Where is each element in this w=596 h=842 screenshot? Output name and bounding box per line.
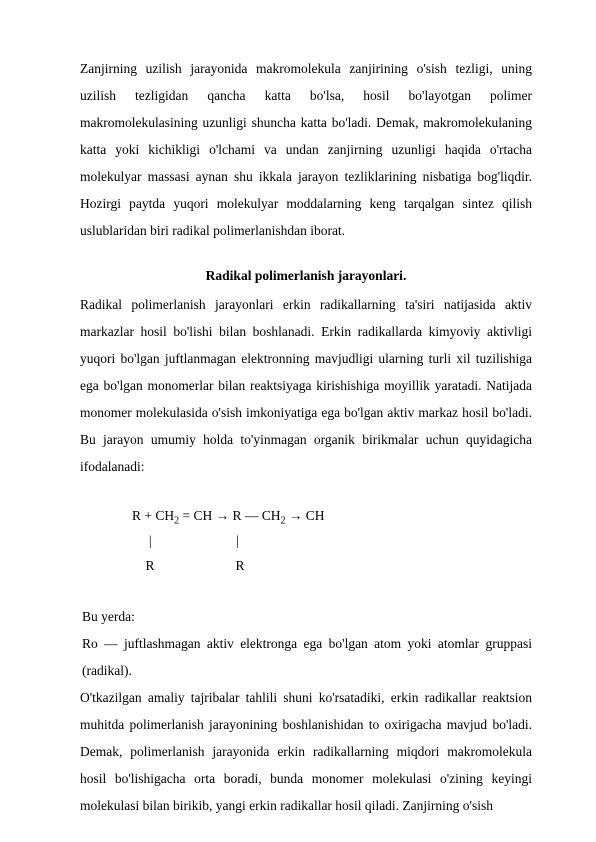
equation-line-3: R R [132,554,532,579]
equation-line-1: R + CH2 = CH → R — CH2 → CH [132,504,532,529]
definition-label: Bu yerda: [80,603,532,630]
chemical-equation: R + CH2 = CH → R — CH2 → CH | | R R [80,504,532,579]
paragraph-4: O'tkazilgan amaliy tajribalar tahlili sh… [80,684,532,819]
section-heading: Radikal polimerlanish jarayonlari. [80,262,532,289]
equation-line-2: | | [132,529,532,554]
definition-body: Ro — juftlashmagan aktiv elektronga ega … [80,630,532,684]
paragraph-1: Zanjirning uzilish jarayonida makromolek… [80,55,532,244]
paragraph-2: Radikal polimerlanish jarayonlari erkin … [80,291,532,480]
